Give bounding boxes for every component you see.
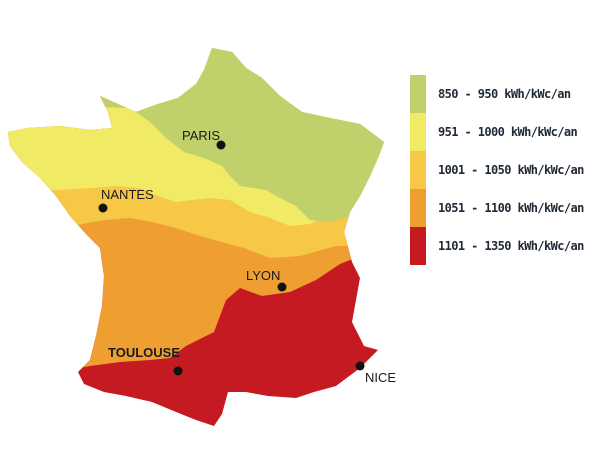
legend: 850 - 950 kWh/kWc/an 951 - 1000 kWh/kWc/…: [410, 75, 600, 265]
legend-swatch: [410, 189, 426, 227]
paris-label: PARIS: [182, 128, 220, 143]
legend-label: 1051 - 1100 kWh/kWc/an: [438, 201, 584, 215]
legend-label: 1001 - 1050 kWh/kWc/an: [438, 163, 584, 177]
legend-item: 1051 - 1100 kWh/kWc/an: [410, 189, 600, 227]
toulouse-marker: [173, 366, 183, 376]
legend-label: 850 - 950 kWh/kWc/an: [438, 87, 571, 101]
nantes-marker: [98, 203, 108, 213]
legend-swatch: [410, 113, 426, 151]
lyon-marker: [277, 282, 287, 292]
city-markers: PARIS NANTES LYON TOULOUSE NICE: [98, 128, 396, 385]
legend-swatch: [410, 75, 426, 113]
legend-item: 1001 - 1050 kWh/kWc/an: [410, 151, 600, 189]
toulouse-label: TOULOUSE: [108, 345, 180, 360]
legend-swatch: [410, 151, 426, 189]
legend-item: 850 - 950 kWh/kWc/an: [410, 75, 600, 113]
nantes-label: NANTES: [101, 187, 154, 202]
lyon-label: LYON: [246, 268, 280, 283]
legend-item: 951 - 1000 kWh/kWc/an: [410, 113, 600, 151]
legend-swatch: [410, 227, 426, 265]
nice-label: NICE: [365, 370, 396, 385]
legend-item: 1101 - 1350 kWh/kWc/an: [410, 227, 600, 265]
paris-marker: [216, 140, 226, 150]
nice-marker: [355, 361, 365, 371]
legend-label: 951 - 1000 kWh/kWc/an: [438, 125, 578, 139]
legend-label: 1101 - 1350 kWh/kWc/an: [438, 239, 584, 253]
